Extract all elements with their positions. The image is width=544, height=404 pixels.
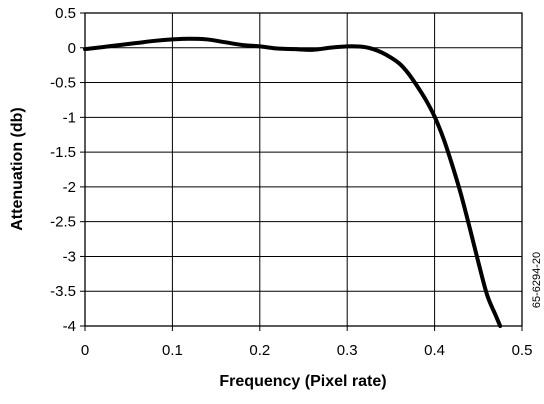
grid-layer — [84, 12, 523, 327]
y-tick-label: 0 — [68, 40, 76, 57]
y-tick-label: -3.5 — [50, 283, 76, 300]
y-tick-label: -2 — [63, 179, 76, 196]
x-tick-label: 0.4 — [424, 342, 445, 359]
attenuation-series-line — [83, 36, 503, 328]
plot-frame — [84, 12, 523, 327]
x-axis-title: Frequency (Pixel rate) — [219, 373, 386, 390]
y-axis-title: Attenuation (db) — [9, 107, 26, 231]
x-tick-label: 0 — [81, 342, 89, 359]
y-tick-label: -0.5 — [50, 75, 76, 92]
y-tick-label: -1 — [63, 109, 76, 126]
y-tick-label: -2.5 — [50, 214, 76, 231]
x-tick-label: 0.5 — [512, 342, 533, 359]
x-tick-label: 0.1 — [162, 342, 183, 359]
tick-layer: 0.5 0 -0.5 -1 -1.5 -2 -2.5 -3 -3.5 -4 0 0.1 0.2 0.3 0.… — [50, 5, 532, 359]
figure-id-label: 65-6294-20 — [531, 252, 543, 308]
line-layer — [83, 36, 503, 328]
y-tick-label: -1.5 — [50, 144, 76, 161]
x-tick-label: 0.2 — [249, 342, 270, 359]
y-tick-label: 0.5 — [55, 5, 76, 22]
y-tick-label: -4 — [63, 318, 76, 335]
y-tick-label: -3 — [63, 248, 76, 265]
x-tick-label: 0.3 — [337, 342, 358, 359]
